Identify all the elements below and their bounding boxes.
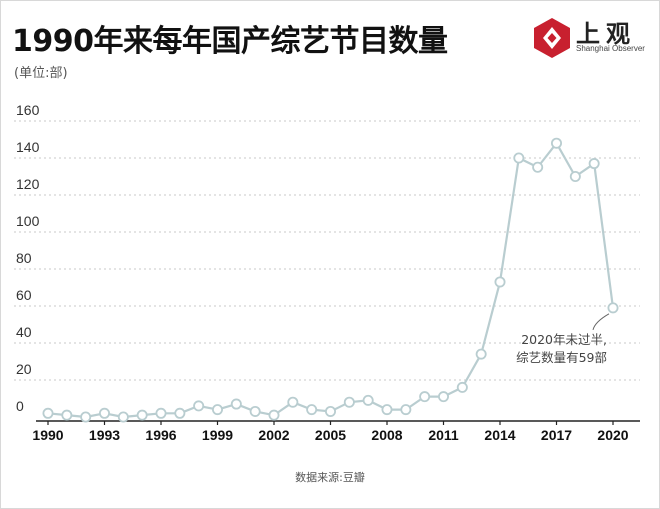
data-point <box>343 396 355 408</box>
y-tick-label: 140 <box>16 139 40 155</box>
chart-title: 1990年来每年国产综艺节目数量 <box>12 24 448 59</box>
x-tick-label: 2017 <box>541 427 572 443</box>
data-point <box>136 409 148 421</box>
data-point <box>61 409 73 421</box>
data-point <box>475 348 487 360</box>
data-point <box>268 409 280 421</box>
unit-label: (单位:部) <box>14 66 68 81</box>
x-tick-label: 1999 <box>202 427 233 443</box>
data-point <box>249 405 261 417</box>
y-tick-label: 40 <box>16 324 32 340</box>
y-tick-label: 80 <box>16 250 32 266</box>
data-point <box>174 407 186 419</box>
brand-logo[interactable]: 上观 Shanghai Observer <box>530 16 650 60</box>
data-point <box>324 405 336 417</box>
brand-logo-icon <box>534 18 570 58</box>
series-line <box>47 142 615 419</box>
data-point <box>193 400 205 412</box>
data-point <box>155 407 167 419</box>
y-tick-label: 0 <box>16 398 24 414</box>
x-tick-label: 2002 <box>258 427 289 443</box>
x-tick-label: 2011 <box>428 427 459 443</box>
brand-subtitle: Shanghai Observer <box>576 44 645 53</box>
y-tick-label: 60 <box>16 287 32 303</box>
data-point <box>494 276 506 288</box>
x-tick-label: 1993 <box>89 427 120 443</box>
data-point <box>569 170 581 182</box>
data-point <box>362 394 374 406</box>
data-point <box>456 381 468 393</box>
data-source: 数据来源:豆瓣 <box>295 471 365 484</box>
data-point <box>607 302 619 314</box>
data-point <box>381 404 393 416</box>
data-point <box>99 407 111 419</box>
y-tick-label: 120 <box>16 176 40 192</box>
brand-name: 上观 <box>576 20 636 48</box>
x-tick-label: 2005 <box>315 427 346 443</box>
x-tick-label: 2020 <box>597 427 628 443</box>
data-point <box>419 391 431 403</box>
y-tick-label: 100 <box>16 213 40 229</box>
data-point <box>230 398 242 410</box>
annotation-leader <box>592 313 610 330</box>
data-point <box>532 161 544 173</box>
data-point <box>513 152 525 164</box>
data-point <box>437 391 449 403</box>
data-point <box>551 137 563 149</box>
x-tick-label: 2014 <box>484 427 515 443</box>
data-point <box>211 404 223 416</box>
data-point <box>588 158 600 170</box>
x-tick-label: 1996 <box>145 427 176 443</box>
x-tick-label: 2008 <box>371 427 402 443</box>
data-point <box>287 396 299 408</box>
annotation-text: 综艺数量有59部 <box>516 350 607 365</box>
y-tick-label: 20 <box>16 361 32 377</box>
x-tick-label: 1990 <box>32 427 63 443</box>
data-point <box>117 411 129 423</box>
data-point <box>306 404 318 416</box>
annotation-text: 2020年未过半, <box>521 332 607 347</box>
data-point <box>80 411 92 423</box>
y-tick-label: 160 <box>16 102 40 118</box>
data-point <box>42 407 54 419</box>
data-point <box>400 404 412 416</box>
